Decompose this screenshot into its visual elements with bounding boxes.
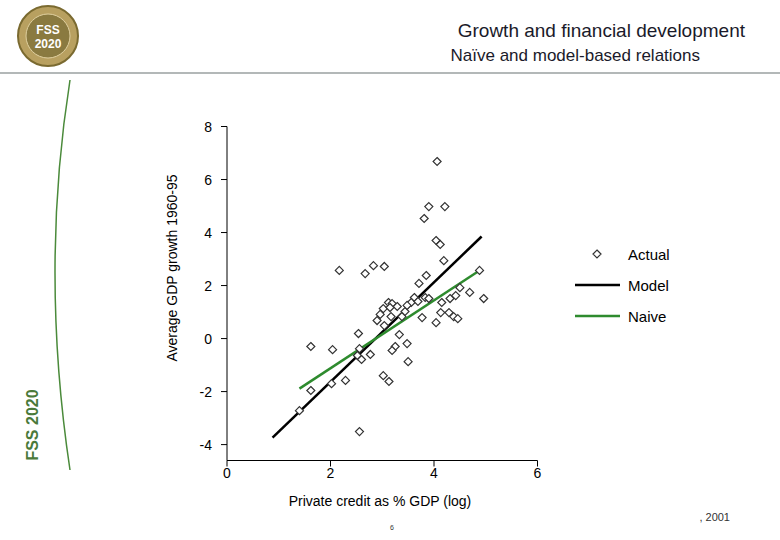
point	[380, 262, 388, 270]
point	[456, 284, 464, 292]
point	[387, 313, 395, 321]
point	[480, 295, 488, 303]
logo	[18, 6, 78, 66]
side-text: FSS 2020	[24, 389, 41, 460]
point	[438, 299, 446, 307]
page-number: 6	[390, 524, 394, 531]
point	[422, 271, 430, 279]
point	[441, 203, 449, 211]
point	[403, 301, 411, 309]
y-tick-label: 0	[204, 331, 212, 347]
point	[358, 356, 366, 364]
y-tick	[221, 179, 227, 180]
legend-label: Model	[628, 277, 669, 294]
series-line	[273, 237, 482, 438]
y-tick-label: 8	[204, 119, 212, 135]
y-tick-label: 2	[204, 278, 212, 294]
title: Growth and financial development	[458, 20, 746, 41]
y-axis	[227, 127, 228, 461]
y-tick-label: 6	[204, 172, 212, 188]
legend-line	[575, 315, 620, 318]
logo-inner	[26, 14, 70, 58]
x-axis	[227, 460, 538, 461]
y-label: Average GDP growth 1960-95	[164, 174, 180, 361]
x-tick-label: 4	[430, 465, 438, 481]
y-tick-label: -2	[200, 384, 213, 400]
legend-line	[575, 284, 620, 287]
point	[366, 350, 374, 358]
logo-text: 2020	[35, 37, 62, 51]
point	[380, 322, 388, 330]
point	[355, 428, 363, 436]
side-curve	[55, 80, 70, 470]
point	[329, 346, 337, 354]
logo-text: FSS	[36, 23, 59, 37]
point	[328, 380, 336, 388]
point	[307, 343, 315, 351]
point	[433, 157, 441, 165]
point	[415, 279, 423, 287]
point	[418, 314, 426, 322]
y-tick	[221, 232, 227, 233]
point	[414, 297, 422, 305]
series-line	[299, 270, 479, 388]
legend-label: Actual	[628, 246, 670, 263]
point	[476, 266, 484, 274]
point	[437, 309, 445, 317]
point	[386, 304, 394, 312]
point	[354, 330, 362, 338]
point	[403, 340, 411, 348]
point	[436, 240, 444, 248]
point	[385, 378, 393, 386]
y-tick	[221, 126, 227, 127]
x-tick-label: 0	[223, 465, 231, 481]
point	[393, 302, 401, 310]
point	[361, 270, 369, 278]
point	[425, 203, 433, 211]
point	[373, 317, 381, 325]
x-label: Private credit as % GDP (log)	[289, 493, 472, 509]
point	[342, 376, 350, 384]
chart: FSS2020FSS 20206, 2001Growth and financi…	[0, 0, 780, 540]
legend-label: Naive	[628, 308, 666, 325]
point	[295, 407, 303, 415]
x-tick-label: 2	[327, 465, 335, 481]
point	[425, 295, 433, 303]
point	[454, 315, 462, 323]
legend-marker	[593, 250, 601, 258]
point	[388, 346, 396, 354]
y-tick	[221, 338, 227, 339]
legend: Actual Model Naive	[575, 246, 670, 325]
subtitle: Naïve and model-based relations	[451, 46, 700, 65]
y-tick-label: 4	[204, 225, 212, 241]
y-tick	[221, 444, 227, 445]
point	[466, 288, 474, 296]
point	[369, 262, 377, 270]
footer: , 2001	[699, 511, 730, 523]
header-rule	[0, 72, 780, 74]
point	[307, 387, 315, 395]
point	[420, 214, 428, 222]
point	[404, 358, 412, 366]
y-tick	[221, 285, 227, 286]
point	[335, 266, 343, 274]
plot-area	[273, 157, 488, 437]
x-tick-label: 6	[534, 465, 542, 481]
point	[379, 372, 387, 380]
y-tick	[221, 391, 227, 392]
point	[432, 319, 440, 327]
point	[440, 257, 448, 265]
y-tick-label: -4	[200, 437, 213, 453]
point	[395, 331, 403, 339]
point	[452, 292, 460, 300]
